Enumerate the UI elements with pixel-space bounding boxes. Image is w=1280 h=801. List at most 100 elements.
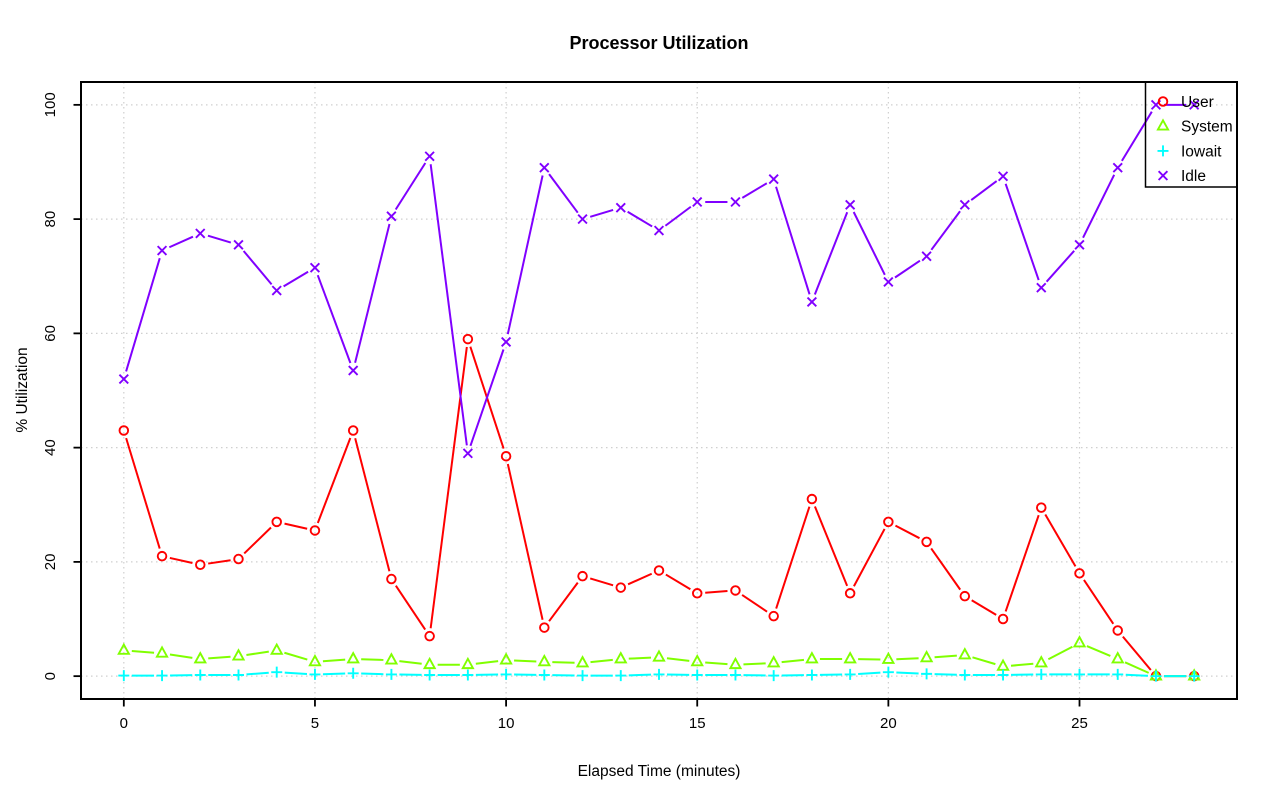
idle-line-segment — [664, 205, 692, 227]
plot-border — [80, 81, 1238, 700]
series-iowait — [118, 666, 1200, 682]
idle-line-segment — [589, 209, 614, 218]
system-marker-icon — [575, 655, 590, 668]
idle-marker-icon — [462, 448, 473, 459]
user-marker-icon — [730, 585, 741, 596]
user-marker-icon — [424, 630, 435, 642]
user-line-segment — [813, 506, 849, 587]
idle-marker-icon — [997, 171, 1009, 182]
system-marker-icon — [117, 642, 131, 655]
system-line-segment — [475, 660, 499, 665]
system-marker-icon — [499, 652, 513, 665]
user-marker-icon — [539, 622, 550, 633]
idle-marker-icon — [309, 262, 321, 273]
system-line-segment — [705, 661, 728, 666]
system-line-segment — [361, 658, 384, 661]
user-line-segment — [316, 437, 352, 524]
user-line-segment — [1122, 635, 1152, 671]
idle-marker-icon — [118, 374, 129, 385]
system-marker-icon — [652, 649, 666, 662]
iowait-marker-icon — [1035, 668, 1047, 680]
iowait-marker-icon — [997, 669, 1009, 681]
user-marker-icon — [195, 559, 206, 570]
system-line-segment — [131, 650, 155, 654]
series-idle — [118, 99, 1200, 459]
system-line-segment — [169, 653, 193, 659]
user-marker-icon — [347, 425, 359, 436]
idle-marker-icon — [959, 199, 970, 210]
iowait-marker-icon — [691, 669, 703, 681]
idle-marker-icon — [806, 296, 817, 308]
iowait-line-segment — [858, 671, 881, 675]
x-tick-label: 10 — [498, 715, 515, 732]
system-marker-icon — [270, 642, 284, 655]
idle-line-segment — [548, 173, 579, 214]
iowait-line-segment — [934, 673, 957, 676]
system-marker-icon — [690, 653, 704, 667]
iowait-line-segment — [628, 673, 652, 677]
iowait-line-segment — [1125, 673, 1149, 677]
system-line-segment — [1010, 662, 1034, 667]
system-marker-icon — [1034, 655, 1048, 668]
iowait-marker-icon — [118, 670, 130, 682]
idle-line-segment — [813, 211, 849, 295]
system-marker-icon — [843, 651, 857, 664]
system-line-segment — [246, 650, 269, 656]
system-line-segment — [1047, 645, 1073, 661]
series-layer — [117, 99, 1201, 682]
legend-label-user: User — [1181, 94, 1214, 111]
iowait-marker-icon — [615, 670, 627, 682]
iowait-marker-icon — [271, 666, 283, 678]
user-line-segment — [395, 585, 427, 631]
user-marker-icon — [691, 588, 703, 599]
user-marker-icon — [768, 610, 779, 622]
idle-marker-icon — [1112, 162, 1123, 173]
chart-title: Processor Utilization — [569, 33, 748, 53]
iowait-marker-icon — [156, 670, 168, 682]
user-marker-icon — [156, 550, 168, 562]
iowait-line-segment — [896, 671, 919, 675]
user-line-segment — [169, 556, 193, 564]
user-marker-icon — [959, 590, 971, 602]
idle-marker-icon — [501, 336, 512, 348]
system-line-segment — [590, 658, 613, 664]
idle-marker-icon — [883, 276, 894, 288]
user-line-segment — [971, 599, 997, 616]
user-line-segment — [741, 594, 768, 613]
user-marker-icon — [653, 565, 665, 576]
legend: User System Iowait Idle — [1144, 81, 1238, 188]
user-line-segment — [429, 346, 468, 629]
y-tick-label: 100 — [42, 92, 59, 117]
system-marker-icon — [919, 649, 934, 663]
idle-marker-icon — [1189, 99, 1200, 110]
idle-marker-icon — [424, 151, 435, 162]
user-marker-icon — [1112, 625, 1123, 636]
idle-line-segment — [242, 250, 273, 286]
system-line-segment — [934, 654, 957, 659]
iowait-marker-icon — [844, 668, 856, 680]
system-line-segment — [781, 658, 805, 664]
user-marker-icon — [1036, 502, 1047, 513]
x-tick-label: 25 — [1071, 715, 1088, 732]
system-marker-icon — [384, 652, 399, 665]
legend-entries: User System Iowait Idle — [1156, 94, 1233, 185]
idle-line-segment — [741, 182, 768, 199]
user-marker-icon — [309, 525, 321, 536]
x-tick-label: 15 — [689, 715, 706, 732]
idle-line-segment — [316, 274, 352, 364]
system-line-segment — [1124, 661, 1150, 674]
iowait-marker-icon — [385, 668, 397, 680]
iowait-marker-icon — [347, 667, 359, 679]
idle-line-segment — [1082, 174, 1116, 239]
system-marker-icon — [728, 656, 743, 670]
user-line-segment — [894, 524, 920, 540]
user-marker-icon — [806, 493, 818, 505]
x-tick-label: 20 — [880, 715, 897, 732]
user-marker-icon — [577, 570, 588, 582]
iowait-marker-icon — [653, 668, 665, 680]
user-marker-icon — [386, 573, 397, 585]
iowait-marker-icon — [1112, 668, 1124, 680]
user-marker-icon — [997, 613, 1009, 625]
legend-entry-iowait: Iowait — [1157, 143, 1222, 160]
